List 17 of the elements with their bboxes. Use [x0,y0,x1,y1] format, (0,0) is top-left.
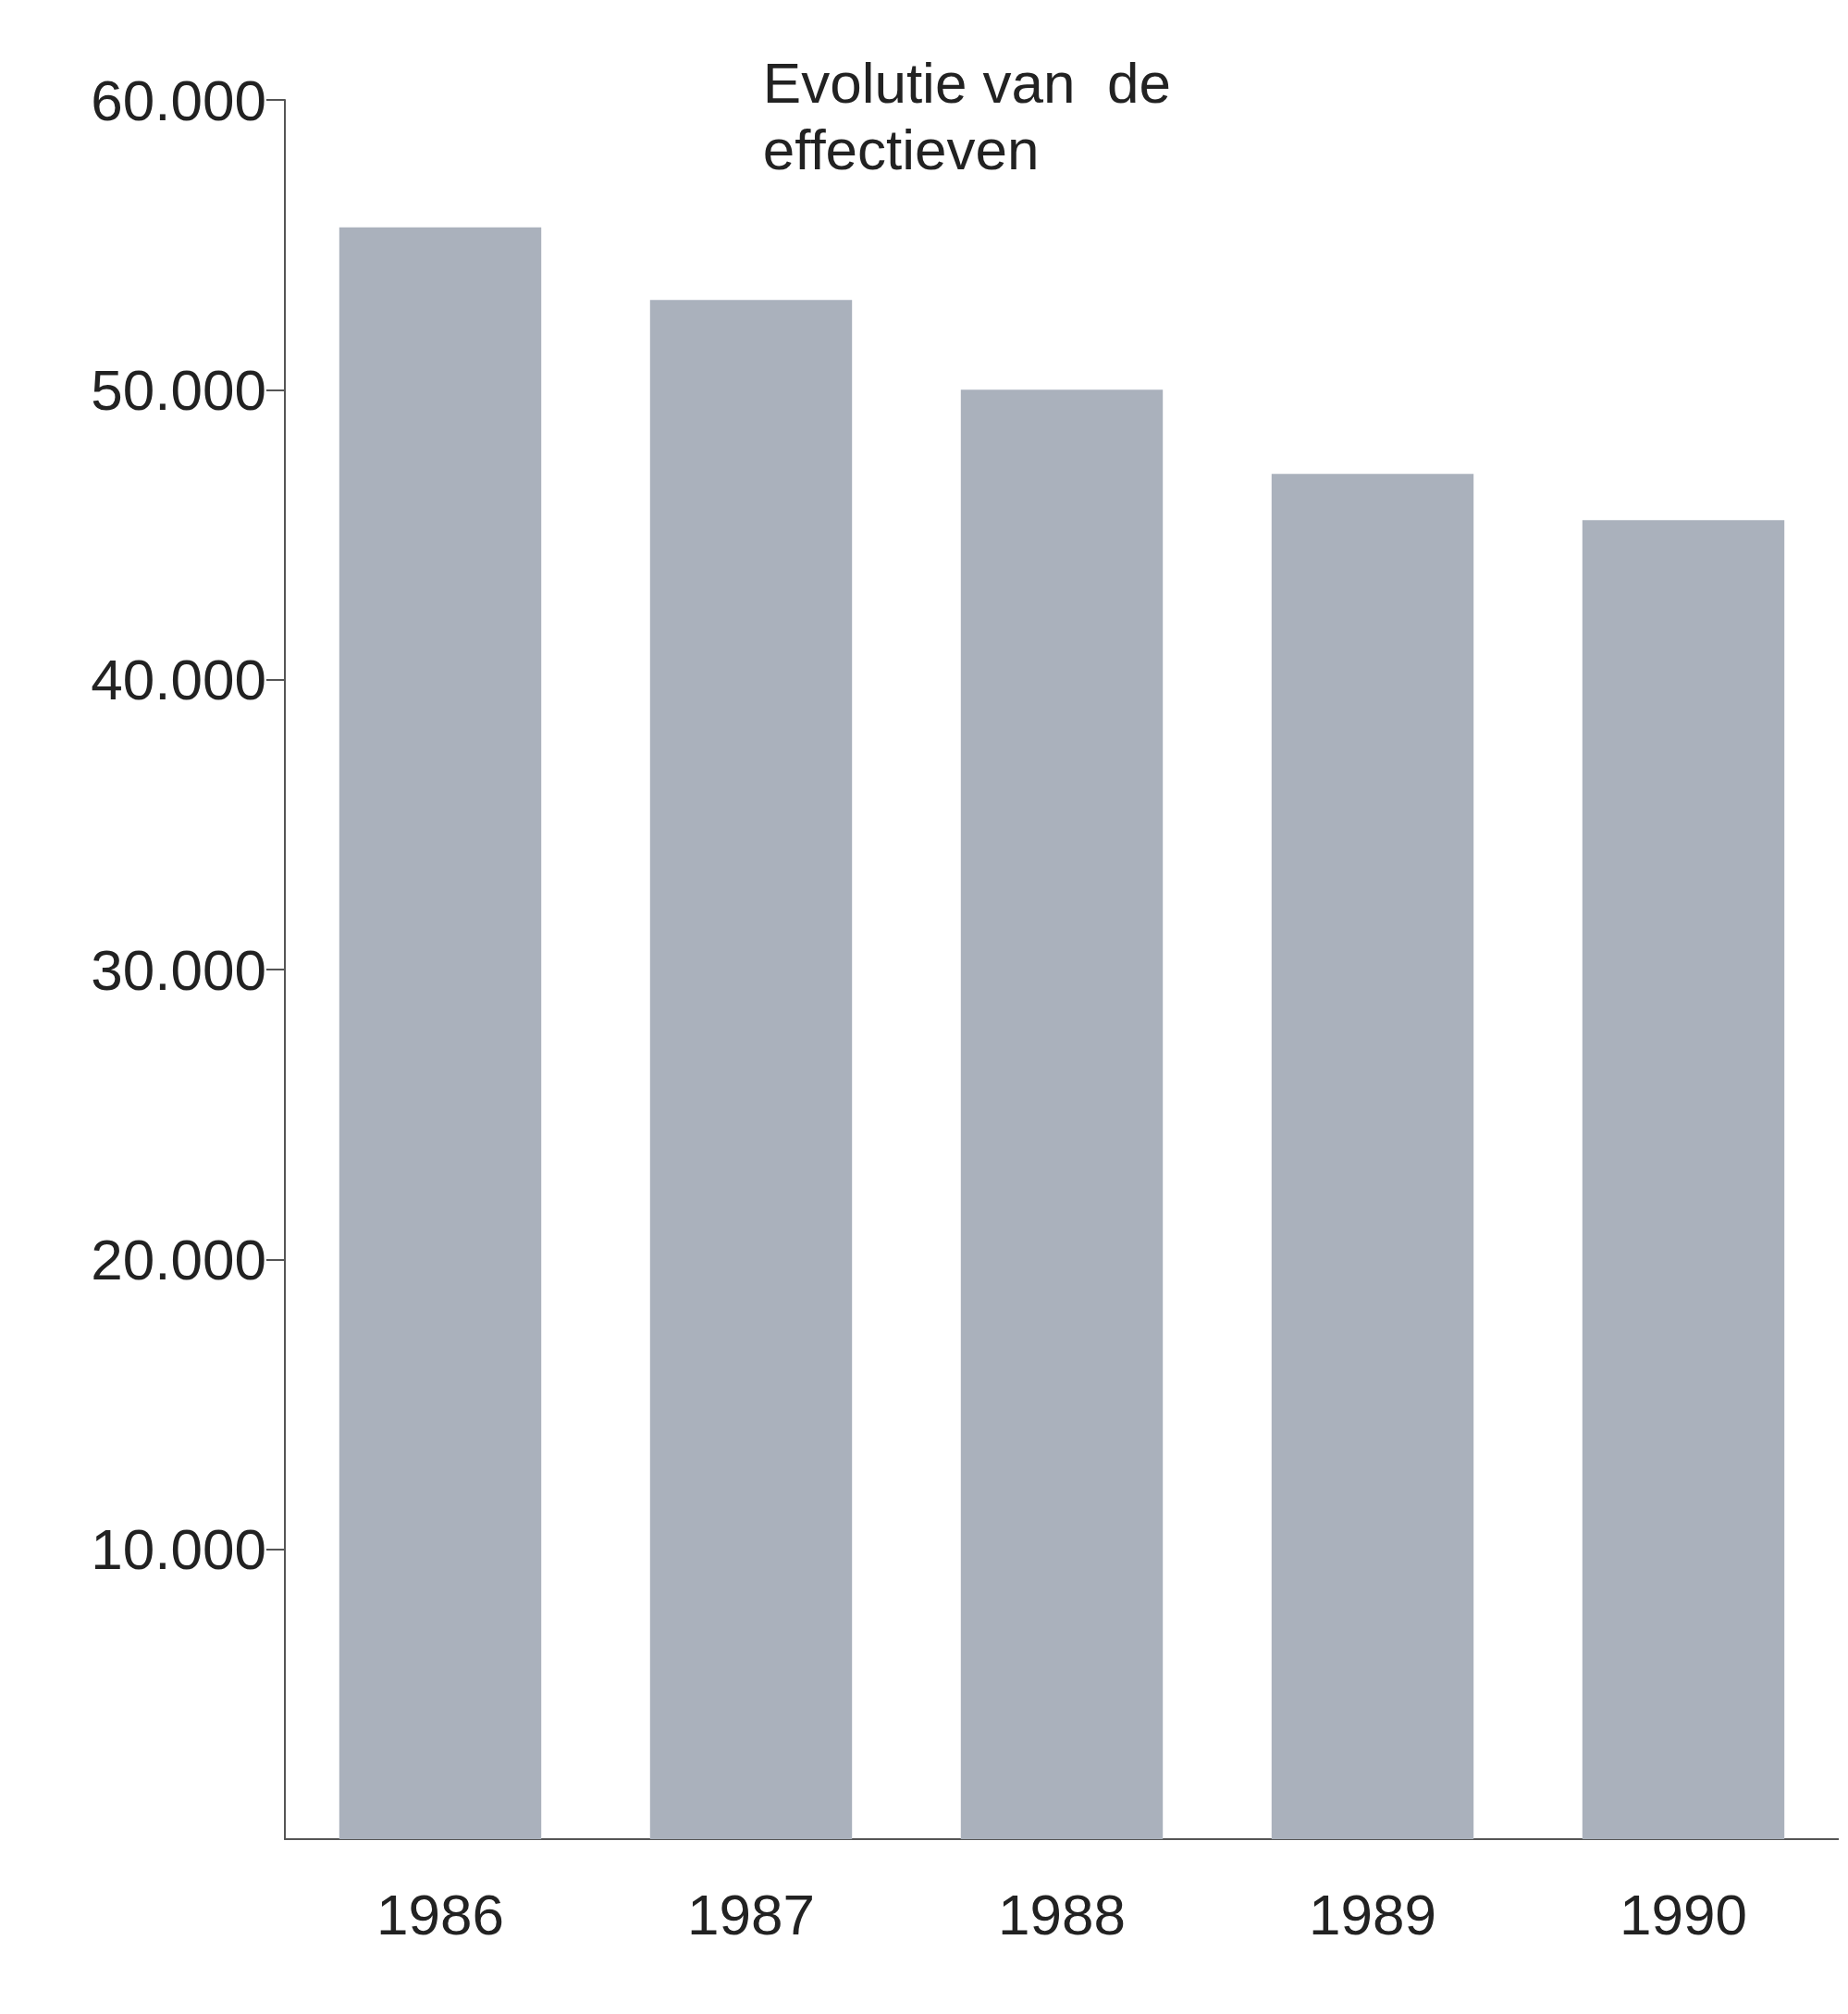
y-tick-label: 50.000 [91,357,266,422]
y-tick-label: 60.000 [91,68,266,132]
bar [960,389,1164,1839]
y-tick-label: 10.000 [91,1517,266,1582]
x-tick-label: 1988 [998,1882,1126,1946]
bar [1582,520,1785,1839]
x-tick-label: 1987 [687,1882,815,1946]
y-tick-label: 40.000 [91,648,266,712]
y-tick-label: 20.000 [91,1227,266,1291]
x-tick-label: 1990 [1620,1882,1747,1946]
x-tick-label: 1989 [1309,1882,1436,1946]
bar [649,300,853,1839]
bar [339,227,542,1839]
y-tick-label: 30.000 [91,937,266,1002]
bar [1271,474,1474,1839]
chart-title: Evolutie van de effectieven [762,50,1188,181]
x-tick-label: 1986 [376,1882,504,1946]
